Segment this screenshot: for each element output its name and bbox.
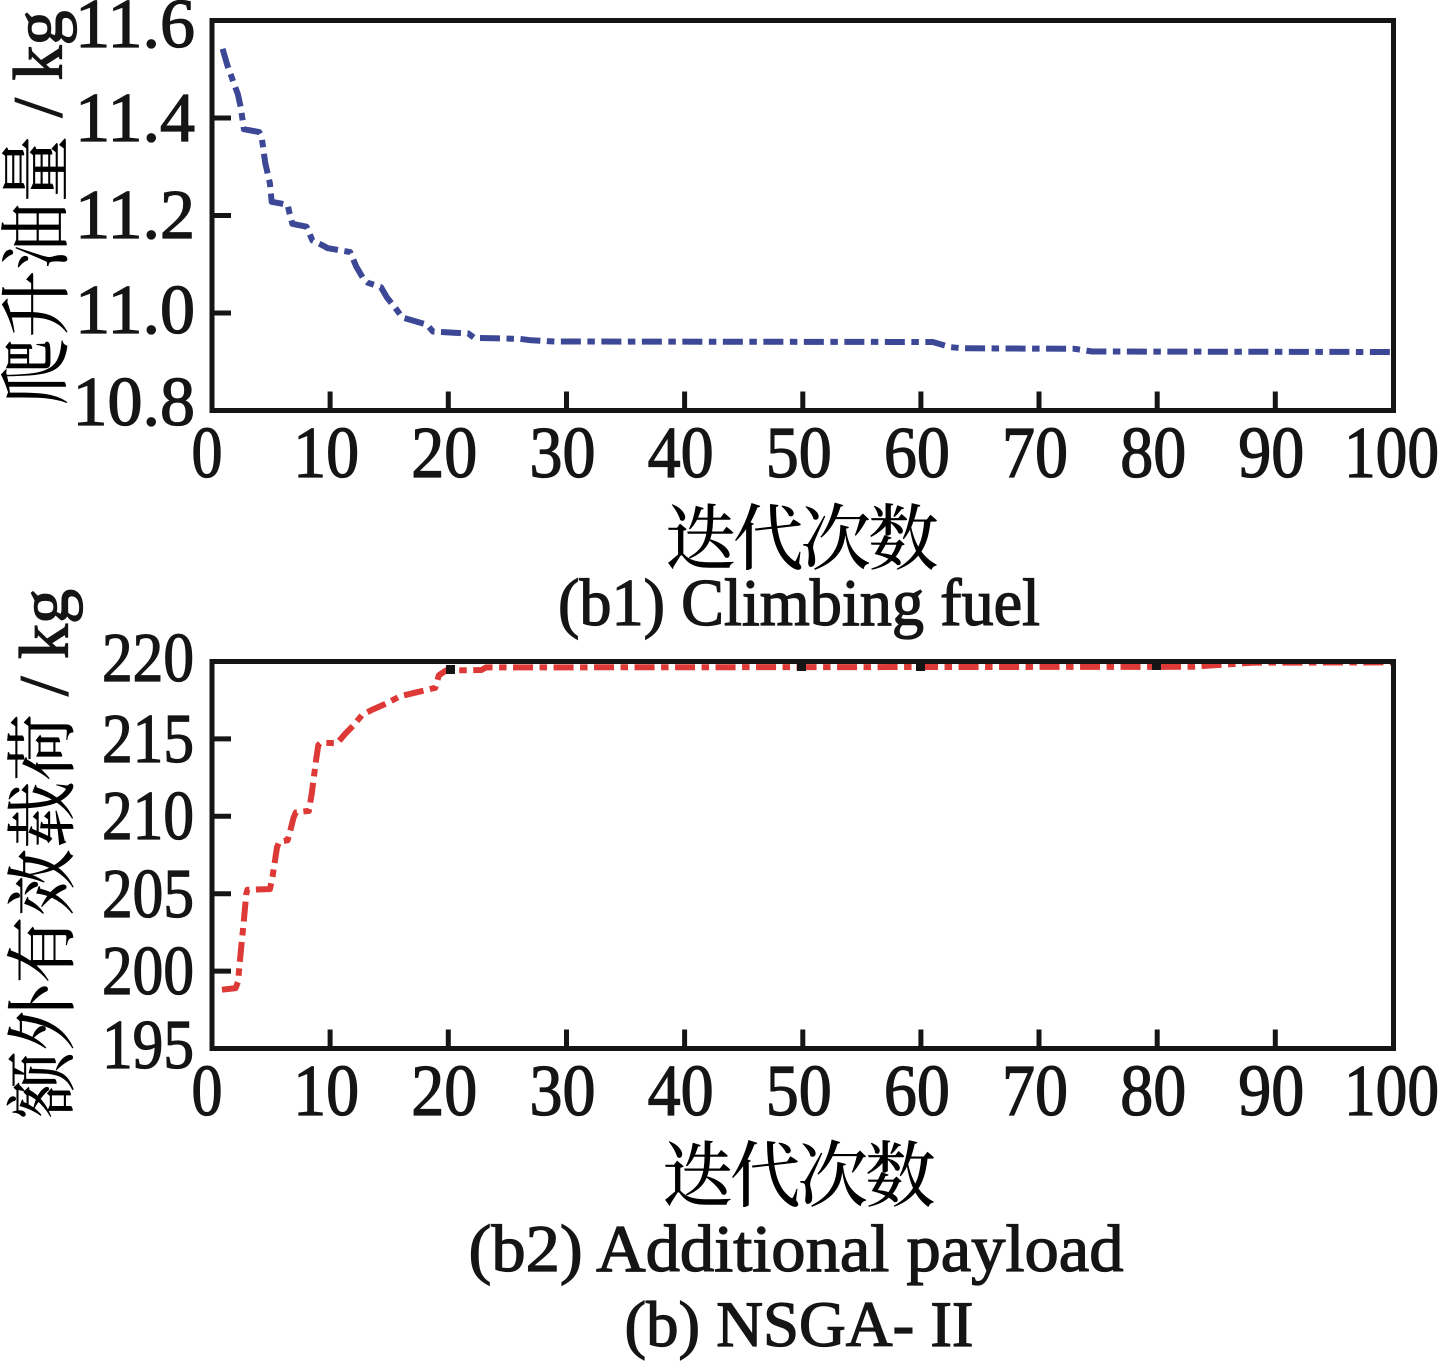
svg-text:40: 40 [648,412,714,493]
svg-text:70: 70 [1002,412,1068,493]
svg-text:10.8: 10.8 [73,364,196,441]
svg-text:0: 0 [192,412,223,493]
svg-text:220: 220 [102,620,194,697]
svg-text:10: 10 [293,1050,359,1131]
svg-text:210: 210 [102,778,194,855]
svg-text:11.0: 11.0 [75,272,195,349]
svg-text:80: 80 [1120,412,1186,493]
svg-text:90: 90 [1238,412,1304,493]
svg-text:/ kg: / kg [7,589,84,713]
svg-text:30: 30 [530,412,596,493]
svg-text:200: 200 [102,933,194,1010]
svg-text:20: 20 [411,412,477,493]
svg-text:(b2) Additional payload: (b2) Additional payload [469,1212,1124,1286]
svg-text:11.4: 11.4 [75,80,195,157]
svg-text:205: 205 [102,856,194,933]
svg-text:100: 100 [1344,412,1439,493]
svg-text:215: 215 [102,701,194,778]
svg-text:90: 90 [1238,1050,1304,1131]
svg-text:20: 20 [411,1050,477,1131]
svg-text:0: 0 [192,1050,223,1131]
svg-text:30: 30 [530,1050,596,1131]
svg-text:(b) NSGA- II: (b) NSGA- II [625,1289,974,1361]
svg-text:80: 80 [1120,1050,1186,1131]
svg-text:(b1) Climbing fuel: (b1) Climbing fuel [558,566,1040,640]
svg-text:70: 70 [1002,1050,1068,1131]
svg-text:60: 60 [884,1050,950,1131]
svg-text:50: 50 [766,412,832,493]
svg-text:11.6: 11.6 [75,0,195,63]
svg-text:/ kg: / kg [1,11,78,135]
svg-text:40: 40 [648,1050,714,1131]
svg-text:195: 195 [102,1007,194,1084]
svg-text:50: 50 [766,1050,832,1131]
svg-text:10: 10 [293,412,359,493]
svg-text:11.2: 11.2 [75,177,195,254]
svg-text:100: 100 [1344,1050,1439,1131]
svg-text:60: 60 [884,412,950,493]
